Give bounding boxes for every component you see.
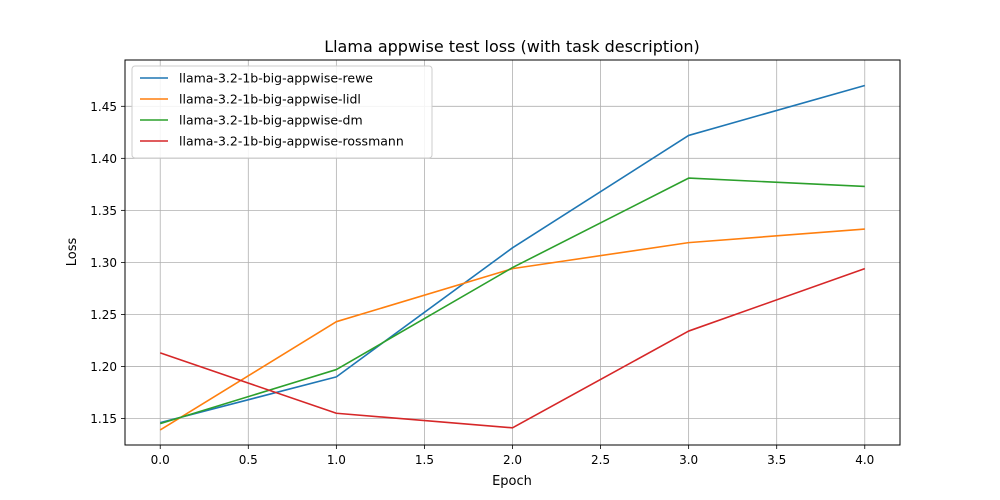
x-tick-label: 3.0	[679, 453, 698, 467]
y-tick-label: 1.40	[90, 152, 117, 166]
axis-ticks: 0.0 0.5 1.0 1.5 2.0 2.5 3.0 3.5 4.0 1.15 1.20 1.25 1…	[90, 100, 874, 467]
x-tick-label: 4.0	[855, 453, 874, 467]
y-tick-label: 1.15	[90, 412, 117, 426]
x-tick-label: 0.5	[239, 453, 258, 467]
x-tick-label: 0.0	[151, 453, 170, 467]
x-tick-label: 1.0	[327, 453, 346, 467]
series-line-3	[159, 267, 866, 429]
y-tick-label: 1.35	[90, 204, 117, 218]
legend-label-1: llama-3.2-1b-big-appwise-lidl	[179, 92, 361, 107]
legend: llama-3.2-1b-big-appwise-rewe llama-3.2-1…	[131, 65, 433, 159]
x-axis-label: Epoch	[492, 474, 532, 489]
y-tick-label: 1.25	[90, 308, 117, 322]
series-line-2	[159, 177, 865, 425]
series-line-1	[159, 228, 865, 431]
x-tick-label: 2.0	[503, 453, 522, 467]
chart-title: Llama appwise test loss (with task descr…	[324, 37, 700, 56]
series-line-0	[160, 84, 865, 424]
series-lines	[159, 84, 866, 431]
legend-label-2: llama-3.2-1b-big-appwise-dm	[179, 113, 363, 128]
x-tick-label: 2.5	[591, 453, 610, 467]
x-tick-label: 1.5	[415, 453, 434, 467]
y-tick-label: 1.30	[90, 256, 117, 270]
legend-label-3: llama-3.2-1b-big-appwise-rossmann	[179, 134, 404, 149]
legend-label-0: llama-3.2-1b-big-appwise-rewe	[179, 71, 373, 86]
legend-box	[131, 65, 433, 159]
y-tick-label: 1.20	[90, 360, 117, 374]
y-tick-label: 1.45	[90, 100, 117, 114]
y-axis-label: Loss	[65, 238, 80, 267]
x-tick-label: 3.5	[767, 453, 786, 467]
